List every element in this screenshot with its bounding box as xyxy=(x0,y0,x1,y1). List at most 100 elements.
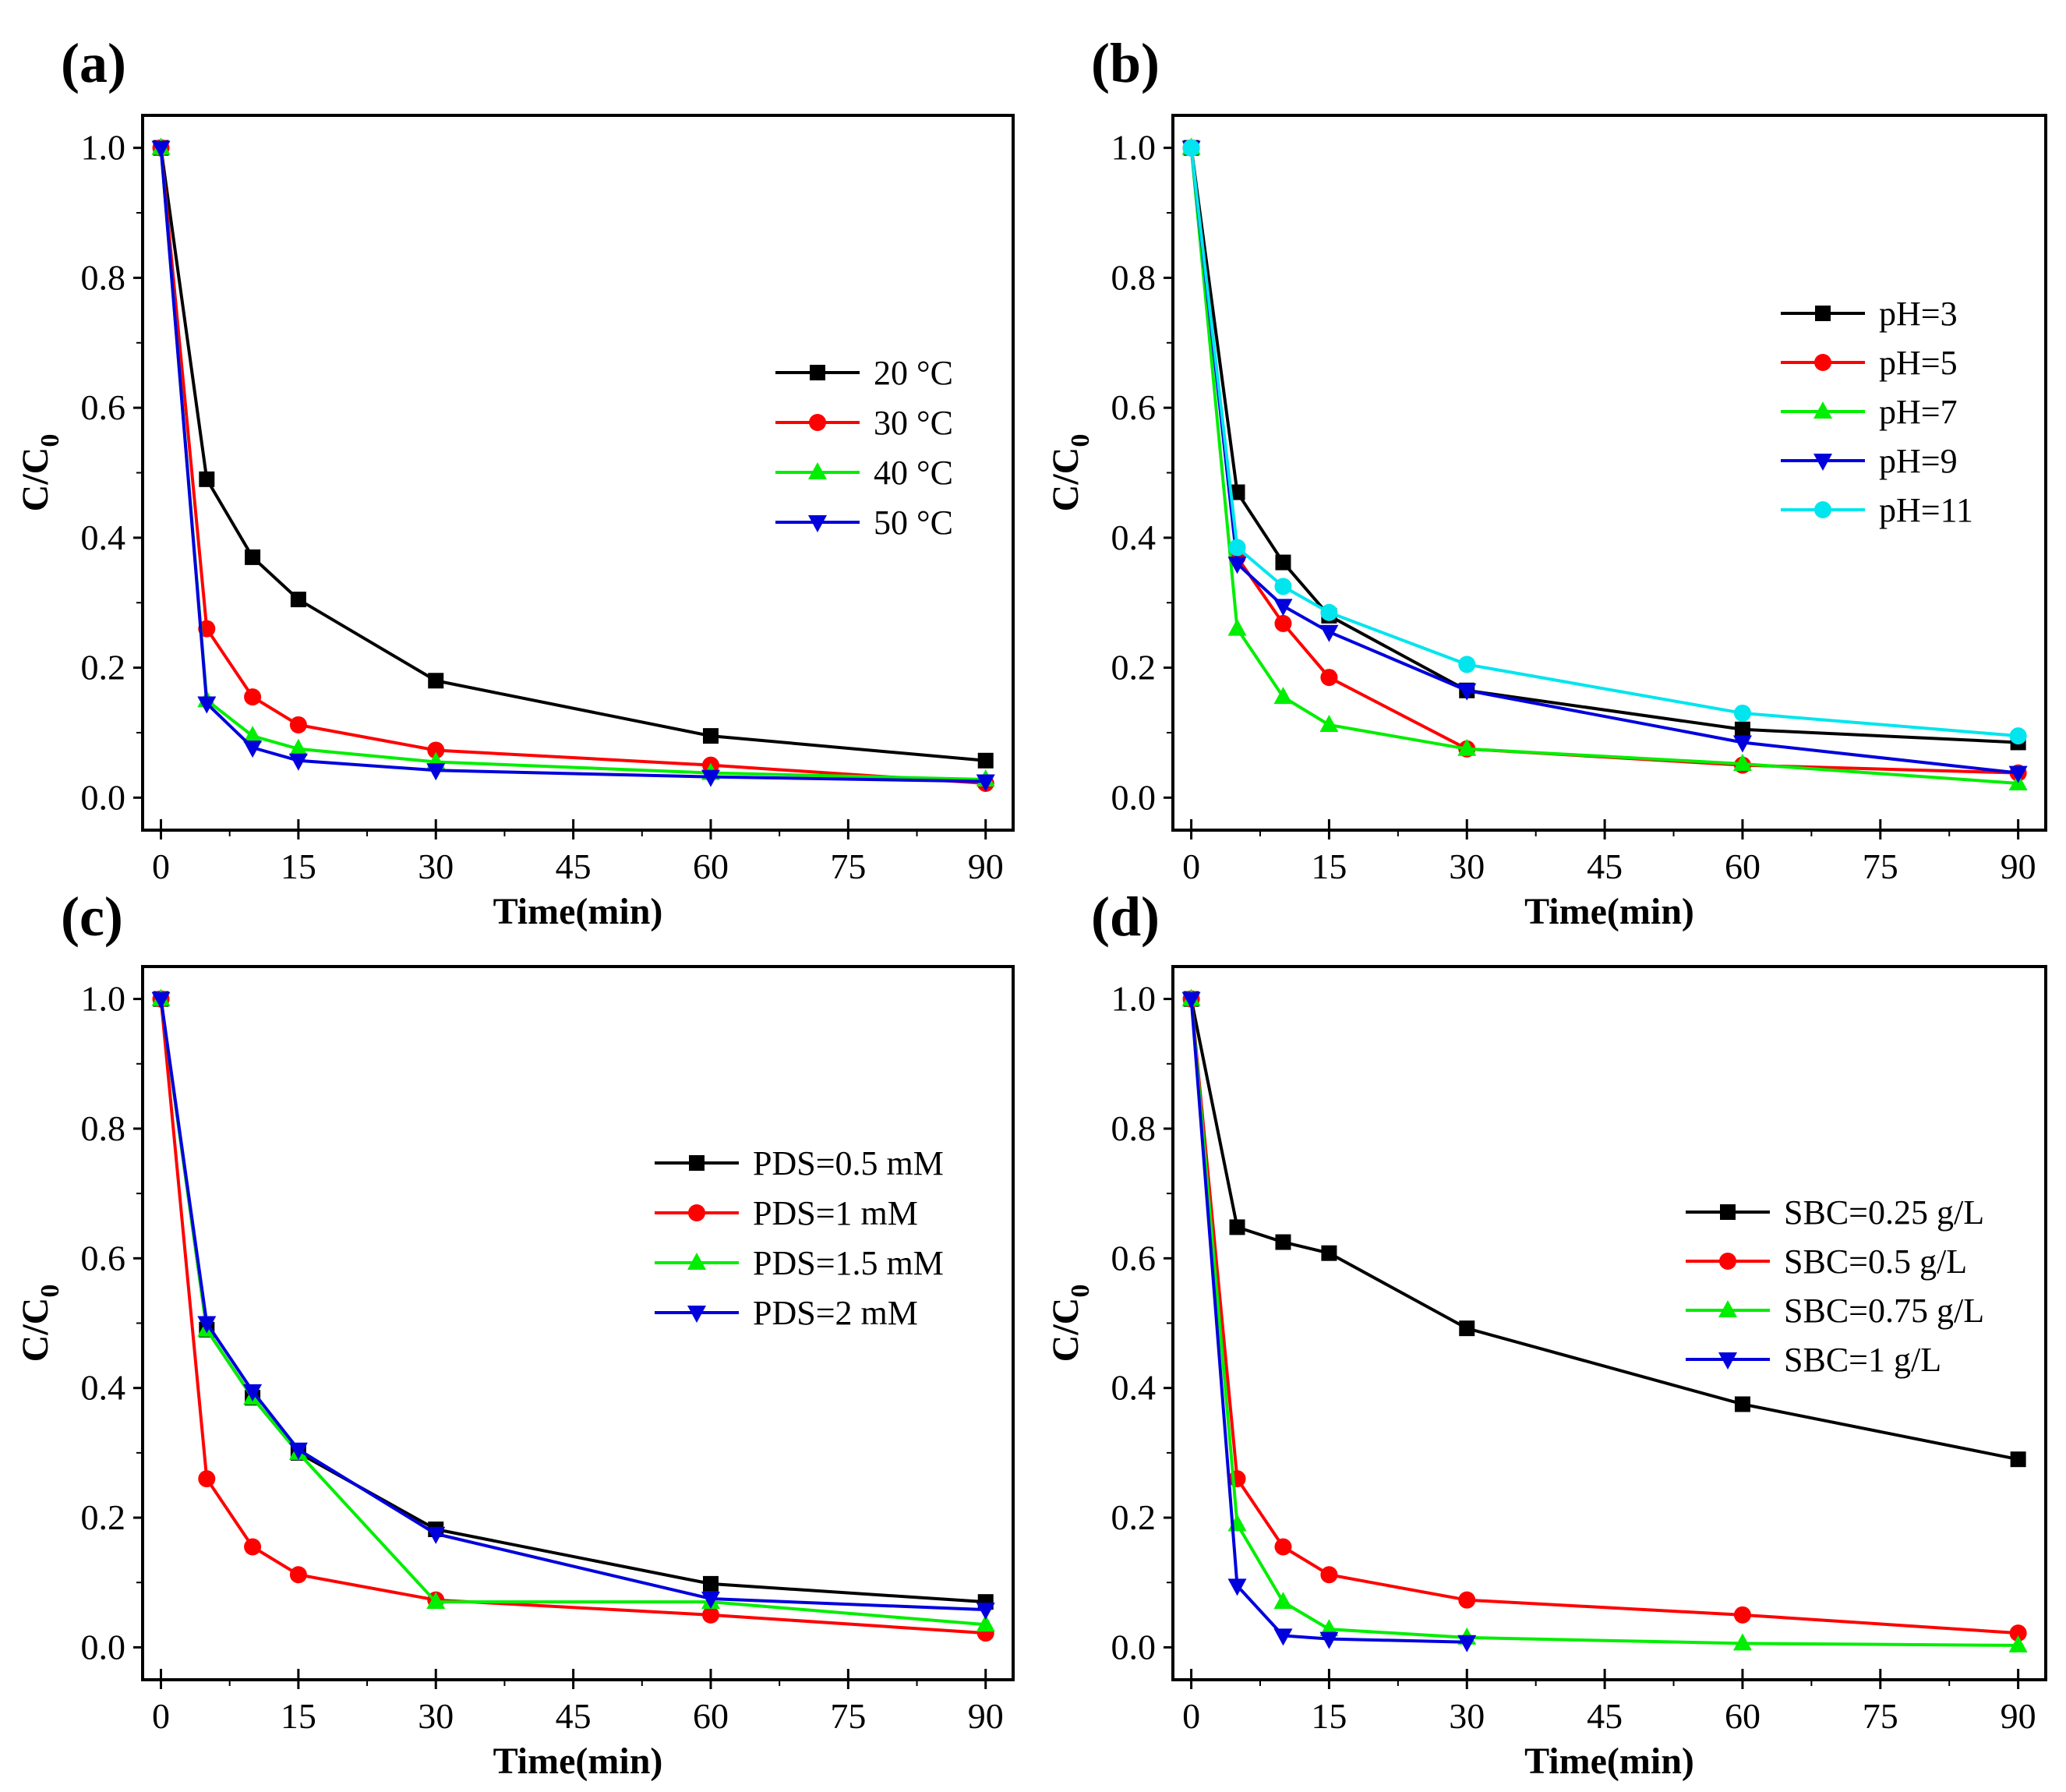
data-point xyxy=(1274,1538,1292,1556)
data-point xyxy=(702,1575,719,1592)
x-tick-label: 75 xyxy=(1863,847,1898,886)
legend-marker xyxy=(1815,306,1831,321)
data-point xyxy=(702,728,719,744)
data-point xyxy=(1182,139,1200,157)
y-axis-title: C/C0 xyxy=(1045,1285,1095,1363)
y-axis-title: C/C0 xyxy=(15,434,65,512)
data-point xyxy=(1458,1591,1476,1609)
legend-entry: SBC=1 g/L xyxy=(1784,1341,1941,1379)
legend-marker xyxy=(809,414,826,431)
legend-entry: pH=5 xyxy=(1879,344,1958,382)
data-point xyxy=(1274,578,1292,596)
panel-b: (b) 0 15 30 45 60 75 90 0.0 0.2 0.4 0.6 0.8 1.0 Time(m… xyxy=(1045,32,2047,932)
data-point xyxy=(1320,669,1338,687)
x-tick-label: 45 xyxy=(1587,1696,1623,1736)
legend-entry: 40 °C xyxy=(874,454,953,492)
data-point xyxy=(1274,614,1292,632)
x-tick-label: 45 xyxy=(1587,847,1623,886)
series-5 xyxy=(1182,139,2027,745)
data-point xyxy=(2009,1624,2027,1642)
series-line xyxy=(1189,999,1467,1644)
legend: PDS=0.5 mM PDS=1 mM PDS=1.5 mM PDS=2 mM xyxy=(655,1144,944,1332)
y-tick-label: 0.6 xyxy=(1111,1238,1157,1278)
y-tick-label: 0.8 xyxy=(81,1108,126,1148)
data-point xyxy=(244,1538,262,1556)
legend-entry: pH=3 xyxy=(1879,295,1958,333)
y-axis-title-subscript: 0 xyxy=(1066,1285,1095,1298)
x-tick-label: 15 xyxy=(281,847,316,886)
y-tick-label: 0.0 xyxy=(1111,777,1157,817)
x-tick-label: 90 xyxy=(2001,1696,2036,1736)
legend-marker xyxy=(1719,1253,1736,1270)
panel-label: (d) xyxy=(1091,885,1160,948)
y-tick-label: 0.4 xyxy=(81,518,126,557)
y-tick-label: 1.0 xyxy=(1111,979,1157,1019)
legend-entry: 50 °C xyxy=(874,504,953,542)
y-axis-title-subscript: 0 xyxy=(36,434,65,447)
legend-marker xyxy=(808,462,827,479)
data-point xyxy=(1320,603,1338,621)
x-tick-label: 90 xyxy=(2001,847,2036,886)
series-2 xyxy=(1182,990,2027,1642)
y-tick-label: 0.4 xyxy=(1111,1368,1157,1408)
data-point xyxy=(243,1384,263,1401)
y-axis-title-main: C/C xyxy=(15,447,56,512)
data-point xyxy=(1320,1566,1338,1584)
x-tick-label: 75 xyxy=(830,847,866,886)
series-line xyxy=(159,147,986,781)
data-point xyxy=(151,991,171,1009)
x-tick-label: 0 xyxy=(152,1696,170,1736)
x-tick-label: 45 xyxy=(556,1696,592,1736)
data-point xyxy=(976,1603,995,1621)
x-tick-label: 60 xyxy=(1725,1696,1761,1736)
data-point xyxy=(1273,1592,1293,1610)
data-point xyxy=(198,1470,216,1488)
data-point xyxy=(1734,721,1750,737)
data-point xyxy=(1227,618,1247,636)
panel-label: (a) xyxy=(61,32,126,94)
legend: pH=3 pH=5 pH=7 pH=9 pH=11 xyxy=(1781,295,1973,529)
data-point xyxy=(1229,1219,1245,1235)
y-tick-label: 0.2 xyxy=(81,1497,126,1537)
data-point xyxy=(1273,687,1293,705)
x-tick-label: 60 xyxy=(693,1696,729,1736)
data-point xyxy=(427,741,445,759)
y-tick-label: 0.6 xyxy=(1111,387,1157,427)
y-axis-title-main: C/C xyxy=(1045,1298,1086,1363)
legend-entry: pH=7 xyxy=(1879,393,1958,431)
x-tick-label: 75 xyxy=(1863,1696,1898,1736)
data-point xyxy=(426,1526,446,1544)
data-point xyxy=(1732,753,1752,771)
x-tick-label: 90 xyxy=(968,1696,1004,1736)
y-axis-title: C/C0 xyxy=(15,1285,65,1363)
panel-label: (c) xyxy=(61,885,123,948)
data-point xyxy=(245,549,261,565)
data-point xyxy=(1275,554,1291,571)
y-tick-label: 0.8 xyxy=(1111,1108,1157,1148)
legend-marker xyxy=(687,1253,706,1270)
data-point xyxy=(289,1566,307,1584)
y-axis-title: C/C0 xyxy=(1045,434,1095,512)
y-tick-label: 0.2 xyxy=(1111,1497,1157,1537)
x-tick-label: 30 xyxy=(418,847,454,886)
data-point xyxy=(1181,991,1201,1009)
data-point xyxy=(1321,1245,1337,1261)
y-tick-label: 0.0 xyxy=(1111,1627,1157,1667)
legend-entry: 30 °C xyxy=(874,404,953,442)
y-tick-label: 0.2 xyxy=(81,648,126,687)
data-point xyxy=(1273,599,1293,617)
data-point xyxy=(2008,1635,2028,1652)
data-point xyxy=(1732,1633,1752,1651)
data-point xyxy=(244,688,262,706)
data-point xyxy=(977,752,994,769)
data-point xyxy=(243,726,263,744)
legend-marker xyxy=(1813,454,1832,471)
legend: 20 °C 30 °C 40 °C 50 °C xyxy=(775,354,953,542)
y-tick-label: 1.0 xyxy=(1111,128,1157,168)
data-point xyxy=(151,140,171,158)
series-line xyxy=(159,147,986,785)
data-point xyxy=(1319,714,1339,732)
x-tick-label: 15 xyxy=(281,1696,316,1736)
series-line xyxy=(159,147,986,783)
y-tick-label: 0.2 xyxy=(1111,648,1157,687)
